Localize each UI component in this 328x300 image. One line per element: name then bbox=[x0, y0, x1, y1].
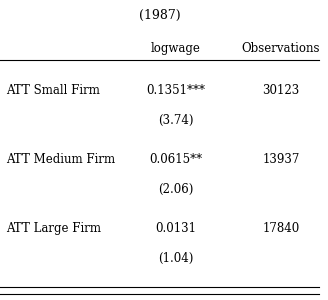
Text: 17840: 17840 bbox=[262, 222, 299, 235]
Text: (2.06): (2.06) bbox=[158, 183, 193, 196]
Text: Observations: Observations bbox=[242, 42, 320, 55]
Text: 0.0131: 0.0131 bbox=[155, 222, 196, 235]
Text: ATT Large Firm: ATT Large Firm bbox=[6, 222, 101, 235]
Text: ATT Medium Firm: ATT Medium Firm bbox=[6, 153, 115, 166]
Text: ATT Small Firm: ATT Small Firm bbox=[6, 84, 100, 97]
Text: 0.1351***: 0.1351*** bbox=[146, 84, 205, 97]
Text: (1987): (1987) bbox=[139, 9, 180, 22]
Text: 30123: 30123 bbox=[262, 84, 299, 97]
Text: 0.0615**: 0.0615** bbox=[149, 153, 202, 166]
Text: logwage: logwage bbox=[151, 42, 200, 55]
Text: (1.04): (1.04) bbox=[158, 252, 193, 265]
Text: 13937: 13937 bbox=[262, 153, 300, 166]
Text: (3.74): (3.74) bbox=[158, 114, 193, 127]
